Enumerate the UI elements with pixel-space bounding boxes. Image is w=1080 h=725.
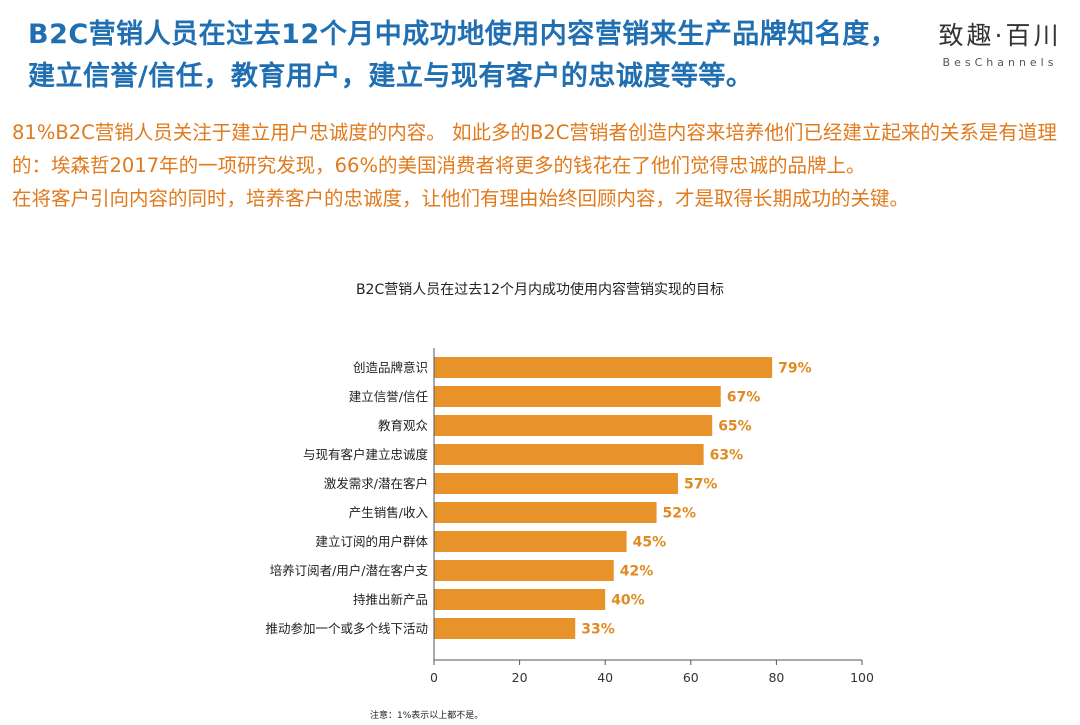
value-label: 79%	[778, 361, 812, 377]
value-label: 45%	[633, 535, 667, 551]
x-tick-label: 40	[597, 670, 613, 685]
bar-8	[434, 560, 614, 581]
x-tick-label: 0	[430, 670, 438, 685]
x-tick-label: 60	[683, 670, 699, 685]
x-tick-label: 80	[768, 670, 784, 685]
value-label: 67%	[727, 390, 761, 406]
bar-2	[434, 386, 721, 407]
category-label: 产生销售/收入	[349, 505, 429, 520]
bar-4	[434, 444, 704, 465]
category-label: 培养订阅者/用户/潜在客户支	[270, 563, 429, 578]
value-label: 33%	[581, 622, 615, 638]
value-label: 40%	[611, 593, 645, 609]
logo-cn-text: 致趣·百川	[938, 21, 1062, 50]
bar-9	[434, 589, 606, 610]
chart-note: 注意：1%表示以上都不是。	[370, 711, 484, 721]
category-label: 与现有客户建立忠诚度	[303, 447, 429, 462]
x-tick-label: 100	[850, 670, 874, 685]
bar-1	[434, 357, 773, 378]
bar-3	[434, 415, 713, 436]
bar-10	[434, 618, 576, 639]
value-label: 65%	[718, 419, 752, 435]
bar-6	[434, 502, 657, 523]
value-label: 57%	[684, 477, 718, 493]
category-label: 建立信誉/信任	[349, 389, 428, 404]
category-label: 教育观众	[378, 418, 428, 433]
value-label: 63%	[710, 448, 744, 464]
intro-paragraph: 81%B2C营销人员关注于建立用户忠诚度的内容。 如此多的B2C营销者创造内容来…	[12, 116, 1076, 215]
value-label: 52%	[663, 506, 697, 522]
x-tick-label: 20	[512, 670, 528, 685]
logo-en-text: BesChannels	[942, 56, 1058, 69]
category-label: 持推出新产品	[353, 592, 428, 607]
intro-line-2: 在将客户引向内容的同时，培养客户的忠诚度，让他们有理由始终回顾内容，才是取得长期…	[12, 187, 910, 210]
bar-5	[434, 473, 678, 494]
category-label: 创造品牌意识	[353, 360, 428, 375]
category-label: 激发需求/潜在客户	[324, 476, 428, 491]
bar-chart: 创造品牌意识 79% 建立信誉/信任 67% 教育观众 65% 与现有客户建立忠诚度 63% 激…	[265, 348, 874, 685]
category-label: 建立订阅的用户群体	[315, 534, 428, 549]
chart-title: B2C营销人员在过去12个月内成功使用内容营销实现的目标	[355, 282, 725, 298]
page-title: B2C营销人员在过去12个月中成功地使用内容营销来生产品牌知名度，建立信誉/信任…	[28, 19, 898, 92]
bar-7	[434, 531, 627, 552]
category-label: 推动参加一个或多个线下活动	[265, 621, 428, 636]
value-label: 42%	[620, 564, 654, 580]
intro-line-1: 81%B2C营销人员关注于建立用户忠诚度的内容。 如此多的B2C营销者创造内容来…	[12, 121, 1057, 177]
brand-logo: 致趣·百川 BesChannels	[930, 16, 1070, 69]
